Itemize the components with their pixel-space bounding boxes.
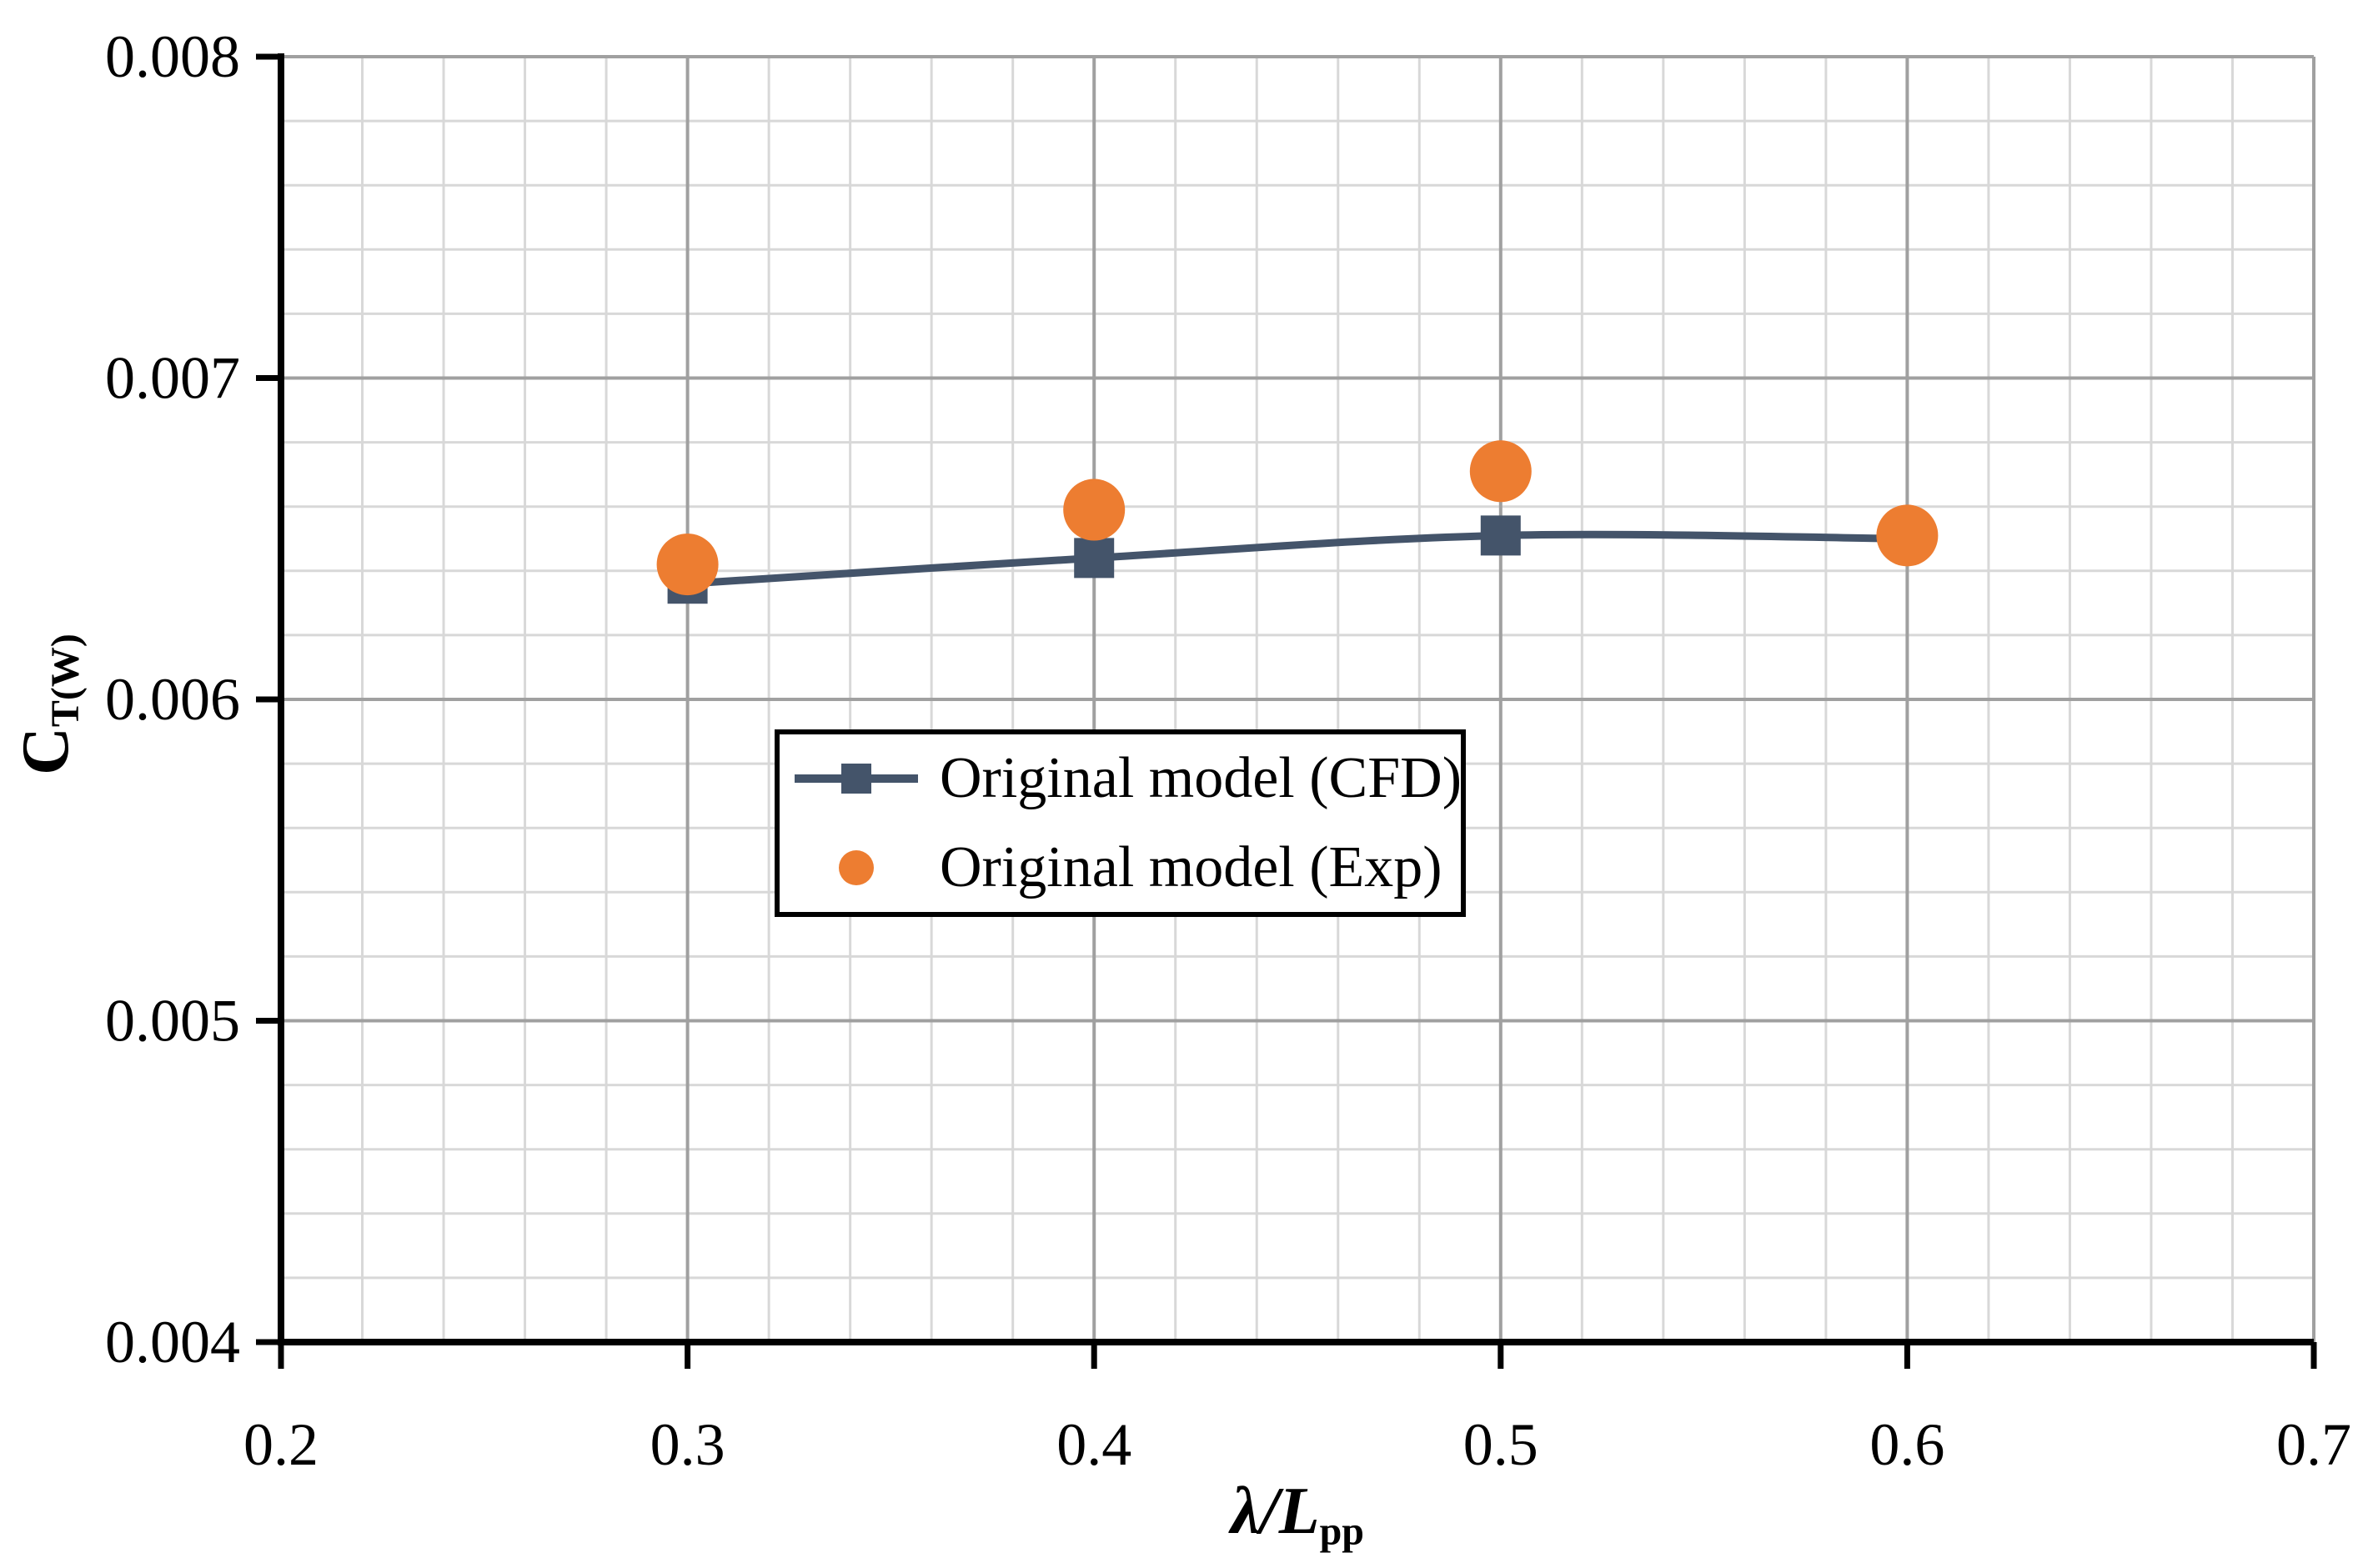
circle-marker-icon — [795, 843, 918, 893]
exp-point-circle-marker — [1469, 440, 1532, 503]
y-axis-title-main: C — [8, 727, 83, 775]
y-tick-label: 0.005 — [105, 988, 240, 1055]
y-axis-title: CT(W) — [8, 634, 88, 775]
x-tick-label: 0.4 — [1056, 1411, 1131, 1478]
legend-entry-cfd: Original model (CFD) — [795, 746, 1462, 811]
y-tick-label: 0.006 — [105, 666, 240, 733]
x-tick-label: 0.6 — [1869, 1411, 1944, 1478]
exp-point-circle-marker — [1063, 478, 1126, 541]
exp-legend-circle-icon — [839, 849, 874, 885]
line-square-marker-icon — [795, 754, 918, 804]
y-axis-title-subscript: T(W) — [43, 634, 88, 728]
cfd-legend-square-icon — [841, 764, 871, 794]
cfd-point-square-marker — [1480, 515, 1521, 556]
exp-point-circle-marker — [1876, 504, 1939, 567]
legend-label-exp: Original model (Exp) — [940, 834, 1442, 899]
y-tick-label: 0.007 — [105, 345, 240, 412]
x-tick-label: 0.5 — [1463, 1411, 1538, 1478]
legend-entry-exp: Original model (Exp) — [795, 834, 1461, 899]
x-tick-label: 0.2 — [243, 1411, 319, 1478]
x-axis-title: λ/Lpp — [281, 1474, 2314, 1554]
legend-label-cfd: Original model (CFD) — [940, 746, 1462, 811]
exp-point-circle-marker — [656, 534, 719, 596]
x-axis-title-subscript: pp — [1319, 1509, 1364, 1554]
y-tick-label: 0.008 — [105, 23, 240, 90]
legend-box: Original model (CFD) Original model (Exp… — [775, 729, 1466, 917]
y-tick-label: 0.004 — [105, 1309, 240, 1375]
cfd-point-square-marker — [1074, 538, 1115, 579]
cfd-series-line — [684, 530, 1911, 588]
x-axis-title-main: λ/L — [1231, 1475, 1320, 1548]
x-tick-label: 0.3 — [650, 1411, 725, 1478]
x-tick-label: 0.7 — [2276, 1411, 2351, 1478]
